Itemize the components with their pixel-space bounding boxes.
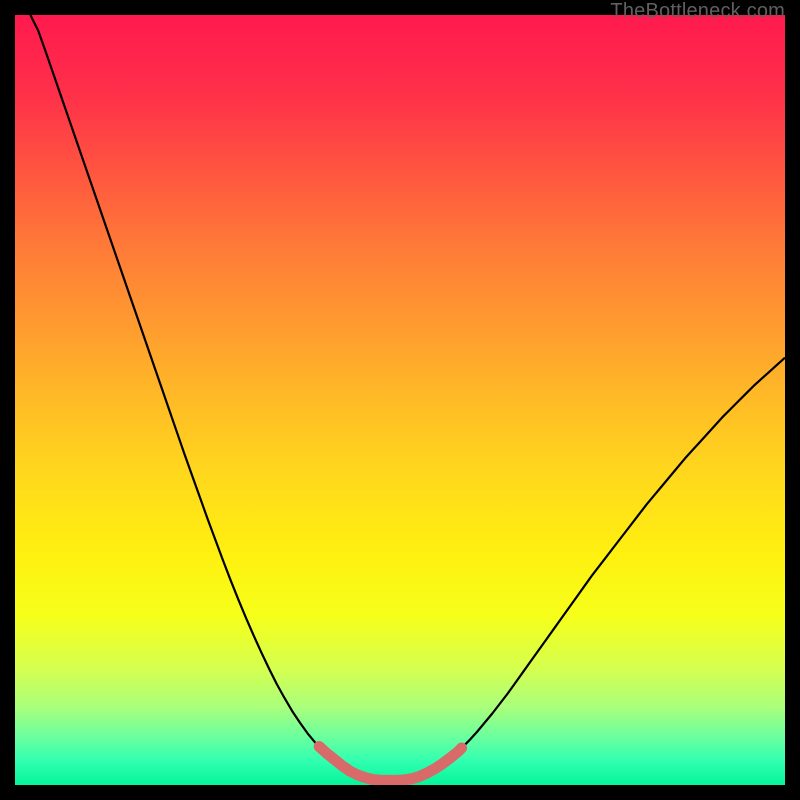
chart-root: TheBottleneck.com xyxy=(0,0,800,800)
watermark-text: TheBottleneck.com xyxy=(610,0,785,23)
gradient-background xyxy=(15,15,785,785)
chart-svg xyxy=(15,15,785,785)
plot-area xyxy=(15,15,785,785)
